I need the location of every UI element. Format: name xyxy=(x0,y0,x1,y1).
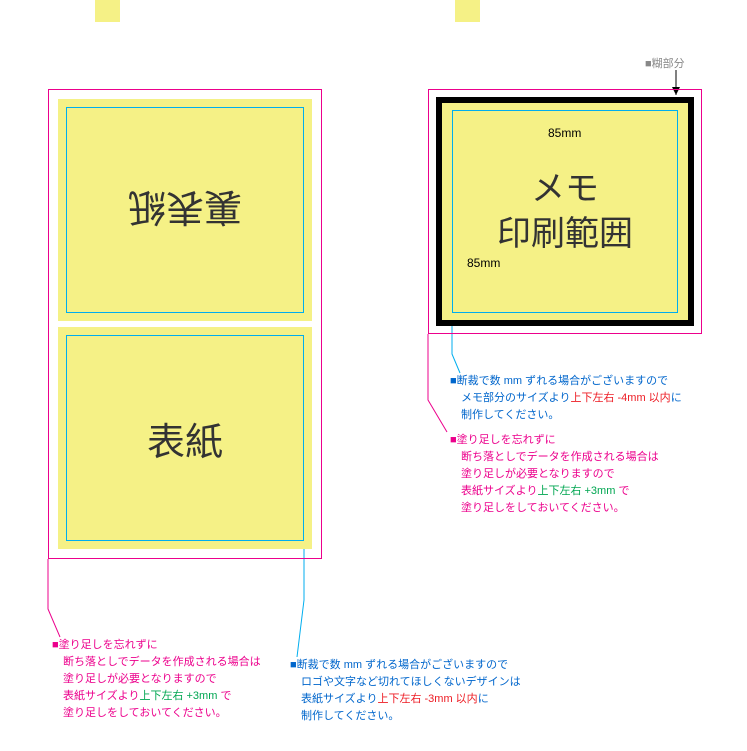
rn1-l3: 制作してください。 xyxy=(450,407,730,424)
ln1-l3: 塗り足しが必要となりますので xyxy=(52,671,282,688)
memo-label-1: メモ xyxy=(531,167,599,211)
memo-label-2: 印刷範囲 xyxy=(497,212,633,256)
ln1-l1: ■塗り足しを忘れずに xyxy=(52,637,282,654)
ln1-l4a: 表紙サイズより xyxy=(63,690,139,702)
right-note-safe: ■断裁で数 mm ずれる場合がございますので メモ部分のサイズより上下左右 -4… xyxy=(450,373,730,424)
right-note-bleed: ■塗り足しを忘れずに 断ち落としでデータを作成される場合は 塗り足しが必要となり… xyxy=(450,432,730,517)
rn2-l3: 塗り足しが必要となりますので xyxy=(450,466,730,483)
memo-dim-v: 85mm xyxy=(467,256,500,270)
rn2-l2: 断ち落としでデータを作成される場合は xyxy=(450,449,730,466)
rn2-l4b: 上下左右 +3mm xyxy=(537,485,615,497)
rn1-l2b: 上下左右 -4mm 以内 xyxy=(570,392,670,404)
left-note-safe: ■断裁で数 mm ずれる場合がございますので ロゴや文字など切れてほしくないデザ… xyxy=(290,657,550,725)
ln2-l4: 制作してください。 xyxy=(290,708,550,725)
ln2-l3c: に xyxy=(478,693,489,705)
memo-safe: メモ 印刷範囲 xyxy=(452,110,678,313)
ln2-l2: ロゴや文字など切れてほしくないデザインは xyxy=(290,674,550,691)
rn2-l1: ■塗り足しを忘れずに xyxy=(450,432,730,449)
ln2-l3b: 上下左右 -3mm 以内 xyxy=(377,693,477,705)
back-cover-safe xyxy=(66,107,304,313)
rn1-l2a: メモ部分のサイズより xyxy=(450,392,570,404)
glue-part-label: ■糊部分 xyxy=(645,55,685,71)
right-top-tab xyxy=(455,0,480,22)
rn1-l2c: に xyxy=(671,392,682,404)
ln1-l4b: 上下左右 +3mm xyxy=(139,690,217,702)
left-note-bleed: ■塗り足しを忘れずに 断ち落としでデータを作成される場合は 塗り足しが必要となり… xyxy=(52,637,282,722)
left-top-tab xyxy=(95,0,120,22)
ln2-l1: ■断裁で数 mm ずれる場合がございますので xyxy=(290,657,550,674)
front-cover-safe xyxy=(66,335,304,541)
diagram-root: 裏表紙 表紙 ■糊部分 メモ 印刷範囲 85mm 85mm ■断裁で数 mm ず… xyxy=(0,0,747,751)
rn2-l4a: 表紙サイズより xyxy=(461,485,537,497)
ln1-l5: 塗り足しをしておいてください。 xyxy=(52,705,282,722)
memo-dim-h: 85mm xyxy=(548,126,581,140)
ln1-l4c: で xyxy=(217,690,231,702)
ln1-l2: 断ち落としでデータを作成される場合は xyxy=(52,654,282,671)
rn2-l4c: で xyxy=(615,485,629,497)
ln2-l3a: 表紙サイズより xyxy=(301,693,377,705)
rn1-l1: ■断裁で数 mm ずれる場合がございますので xyxy=(450,373,730,390)
rn2-l5: 塗り足しをしておいてください。 xyxy=(450,500,730,517)
